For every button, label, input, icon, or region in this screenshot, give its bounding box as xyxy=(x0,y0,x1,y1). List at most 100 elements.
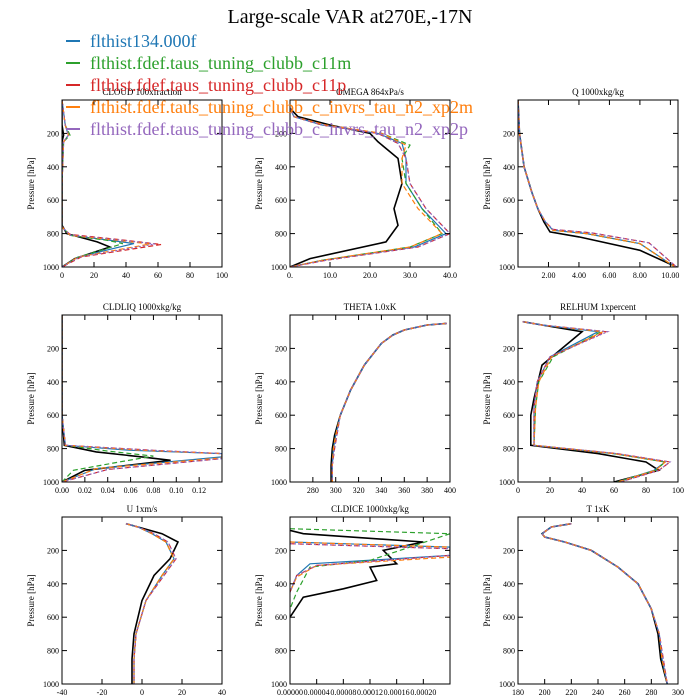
y-tick-label: 1000 xyxy=(271,263,287,272)
legend-label: flthist.fdef.taus_tuning_clubb_c_invrs_t… xyxy=(90,119,468,139)
x-tick-label: 40.0 xyxy=(443,271,457,280)
series-line xyxy=(125,523,175,684)
legend-swatch xyxy=(66,40,80,42)
series-line xyxy=(518,100,677,267)
profile-panel: CLDICE 1000xkg/kg 200 400 600 800 10000.00000… xyxy=(254,504,451,697)
y-tick-label: 200 xyxy=(275,546,287,555)
x-tick-label: 100 xyxy=(216,271,228,280)
x-tick-label: 0.00004 xyxy=(304,688,330,697)
panel-frame xyxy=(289,314,451,483)
y-tick-label: 600 xyxy=(503,613,515,622)
x-tick-label: 400 xyxy=(444,486,456,495)
y-tick-label: 600 xyxy=(47,196,59,205)
x-tick-label: 0. xyxy=(287,271,293,280)
x-tick-label: 280 xyxy=(645,688,657,697)
series-line xyxy=(62,100,113,267)
x-tick-label: 20 xyxy=(546,486,554,495)
series-line xyxy=(125,523,177,684)
x-tick-label: 0.00016 xyxy=(384,688,410,697)
y-tick-label: 800 xyxy=(275,647,287,656)
legend-label: flthist.fdef.taus_tuning_clubb_c_invrs_t… xyxy=(90,97,473,117)
y-tick-label: 800 xyxy=(275,445,287,454)
y-tick-label: 200 xyxy=(503,546,515,555)
x-tick-label: 40 xyxy=(122,271,130,280)
y-tick-label: 200 xyxy=(503,129,515,138)
y-tick-label: 400 xyxy=(275,163,287,172)
x-tick-label: 0 xyxy=(140,688,144,697)
x-tick-label: 10.0 xyxy=(323,271,337,280)
panel-title: THETA 1.0xK xyxy=(344,302,397,312)
x-tick-label: -20 xyxy=(97,688,108,697)
series-line xyxy=(522,321,672,482)
profile-panel: U 1xm/s 200 400 600 800 1000-40 -20 0 20 40 Pressu… xyxy=(26,504,226,697)
x-tick-label: 240 xyxy=(592,688,604,697)
x-tick-label: 0.00000 xyxy=(277,688,303,697)
panel-frame xyxy=(61,314,223,483)
panel-title: CLOUD 100xfraction xyxy=(102,87,182,97)
series-line xyxy=(522,321,667,482)
x-tick-label: 300 xyxy=(330,486,342,495)
y-axis-label: Pressure [hPa] xyxy=(482,157,492,209)
x-tick-label: 40 xyxy=(578,486,586,495)
legend-item: flthist.fdef.taus_tuning_clubb_c11p xyxy=(66,74,473,96)
series-line xyxy=(518,100,676,267)
x-tick-label: 100 xyxy=(672,486,684,495)
x-tick-label: 60 xyxy=(610,486,618,495)
x-tick-label: 0.12 xyxy=(192,486,206,495)
x-tick-label: 60 xyxy=(154,271,162,280)
series-line xyxy=(518,100,676,267)
series-line xyxy=(541,523,668,684)
y-tick-label: 800 xyxy=(47,445,59,454)
y-tick-label: 1000 xyxy=(499,680,515,689)
legend: flthist134.000f flthist.fdef.taus_tuning… xyxy=(66,30,473,140)
panel-frame xyxy=(517,516,679,685)
legend-swatch xyxy=(66,128,80,130)
x-tick-label: -40 xyxy=(57,688,68,697)
y-tick-label: 200 xyxy=(275,129,287,138)
x-tick-label: 0.08 xyxy=(146,486,160,495)
y-tick-label: 600 xyxy=(47,613,59,622)
series-line xyxy=(330,322,447,482)
legend-label: flthist.fdef.taus_tuning_clubb_c11p xyxy=(90,75,347,95)
series-line xyxy=(125,523,175,684)
series-line xyxy=(331,322,447,482)
x-tick-label: 0 xyxy=(60,271,64,280)
panel-title: CLDICE 1000xkg/kg xyxy=(331,504,409,514)
y-tick-label: 600 xyxy=(503,411,515,420)
y-tick-label: 1000 xyxy=(499,263,515,272)
x-tick-label: 80 xyxy=(186,271,194,280)
series-line xyxy=(62,100,123,267)
x-tick-label: 2.00 xyxy=(541,271,555,280)
x-tick-label: 0.10 xyxy=(169,486,183,495)
legend-item: flthist.fdef.taus_tuning_clubb_c_invrs_t… xyxy=(66,118,473,140)
x-tick-label: 6.00 xyxy=(602,271,616,280)
y-tick-label: 200 xyxy=(275,344,287,353)
panel-title: T 1xK xyxy=(586,504,610,514)
x-tick-label: 8.00 xyxy=(633,271,647,280)
y-tick-label: 1000 xyxy=(271,478,287,487)
y-tick-label: 400 xyxy=(47,378,59,387)
x-tick-label: 30.0 xyxy=(403,271,417,280)
panel-title: RELHUM 1xpercent xyxy=(560,302,636,312)
y-tick-label: 800 xyxy=(47,647,59,656)
panel-title: OMEGA 864xPa/s xyxy=(336,87,404,97)
y-tick-label: 400 xyxy=(47,163,59,172)
x-tick-label: 40 xyxy=(218,688,226,697)
y-tick-label: 800 xyxy=(275,230,287,239)
x-tick-label: 0.04 xyxy=(101,486,115,495)
y-tick-label: 600 xyxy=(275,613,287,622)
y-axis-label: Pressure [hPa] xyxy=(26,157,36,209)
series-line xyxy=(290,541,450,593)
y-axis-label: Pressure [hPa] xyxy=(482,574,492,626)
x-tick-label: 380 xyxy=(421,486,433,495)
x-tick-label: 80 xyxy=(642,486,650,495)
series-line xyxy=(331,322,447,482)
x-tick-label: 4.00 xyxy=(572,271,586,280)
legend-label: flthist.fdef.taus_tuning_clubb_c11m xyxy=(90,53,352,73)
y-tick-label: 200 xyxy=(47,546,59,555)
y-axis-label: Pressure [hPa] xyxy=(254,372,264,424)
y-tick-label: 1000 xyxy=(43,478,59,487)
